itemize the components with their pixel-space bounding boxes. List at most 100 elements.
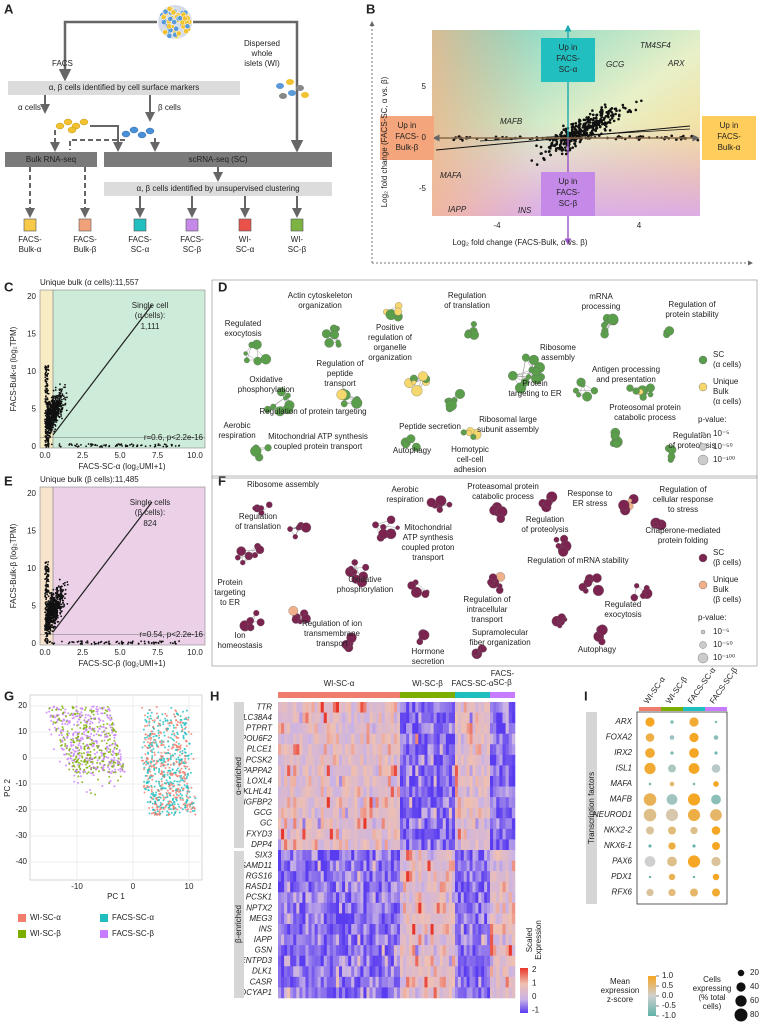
term-label: catabolic process — [472, 492, 534, 501]
heat-cell — [388, 818, 391, 829]
network-node — [266, 502, 272, 508]
network-node — [508, 371, 517, 380]
pca-dot — [175, 749, 177, 751]
network-node — [419, 630, 429, 640]
pca-dot — [106, 723, 108, 725]
scatter-dot — [144, 643, 146, 645]
scatter-dot — [587, 120, 590, 123]
pca-dot — [170, 755, 172, 757]
tick-label: 10.0 — [187, 648, 203, 657]
pca-dot — [105, 756, 107, 758]
scatter-dot — [115, 641, 117, 643]
network-node — [597, 625, 608, 636]
heat-cell — [370, 839, 373, 850]
scatter-dot — [91, 444, 93, 446]
heat-cell — [299, 702, 302, 713]
output-box — [24, 219, 36, 231]
scatter-dot — [63, 604, 65, 606]
pca-dot — [184, 804, 186, 806]
pca-dot — [79, 763, 81, 765]
pca-dot — [65, 716, 67, 718]
scatter-dot — [51, 600, 53, 602]
heat-cell — [284, 808, 287, 819]
network-node — [427, 498, 436, 507]
term-label: Regulation — [239, 512, 277, 521]
heat-cell — [366, 776, 369, 787]
pca-dot — [89, 723, 91, 725]
heat-cell — [287, 797, 290, 808]
pca-dot — [117, 762, 119, 764]
pca-dot — [194, 808, 196, 810]
pca-dot — [186, 783, 188, 785]
pca-dot — [81, 733, 83, 735]
pca-dot — [50, 720, 52, 722]
pca-dot — [75, 756, 77, 758]
output-box — [134, 219, 146, 231]
heat-cell — [330, 744, 333, 755]
heat-cell — [354, 734, 357, 745]
tick-label: 7.5 — [152, 451, 164, 460]
pca-dot — [58, 709, 60, 711]
network-node — [247, 617, 254, 624]
heat-cell — [360, 702, 363, 713]
pca-dot — [121, 768, 123, 770]
pca-dot — [103, 757, 105, 759]
network-node — [348, 566, 353, 571]
label: Log₂ fold change (FACS-SC, α vs. β) — [380, 76, 389, 207]
pca-dot — [111, 744, 113, 746]
pca-dot — [120, 753, 122, 755]
scatter-dot — [80, 444, 82, 446]
scatter-dot — [595, 127, 598, 130]
term-label: Aerobic — [391, 485, 418, 494]
pca-dot — [174, 716, 176, 718]
heat-cell — [278, 787, 281, 798]
tick-label: 15 — [27, 330, 36, 339]
scatter-dot — [60, 413, 62, 415]
label: SC — [713, 548, 724, 557]
pca-dot — [101, 726, 103, 728]
scatter-dot — [61, 603, 63, 605]
heat-cell — [330, 713, 333, 724]
heat-cell — [354, 723, 357, 734]
heat-cell — [299, 744, 302, 755]
pca-dot — [150, 796, 152, 798]
heat-cell — [278, 839, 281, 850]
scatter-dot — [608, 110, 611, 113]
pca-dot — [154, 786, 156, 788]
pca-dot — [181, 753, 183, 755]
pca-dot — [168, 792, 170, 794]
pca-dot — [151, 758, 153, 760]
pca-dot — [168, 785, 170, 787]
pca-dot — [184, 807, 186, 809]
heat-cell — [357, 702, 360, 713]
pca-dot — [95, 756, 97, 758]
scatter-dot — [49, 618, 51, 620]
heat-cell — [287, 744, 290, 755]
heat-cell — [376, 839, 379, 850]
scatter-dot — [53, 619, 55, 621]
pca-dot — [170, 707, 172, 709]
pca-dot — [73, 732, 75, 734]
heat-cell — [312, 723, 315, 734]
pca-dot — [186, 745, 188, 747]
label: FACS- — [395, 132, 419, 141]
heat-cell — [394, 765, 397, 776]
heat-cell — [281, 734, 284, 745]
islet-cell — [171, 10, 176, 15]
heat-cell — [321, 797, 324, 808]
scatter-dot — [53, 603, 55, 605]
heat-cell — [342, 755, 345, 766]
tick-label: 0 — [23, 753, 28, 762]
heat-cell — [278, 850, 281, 861]
heat-cell — [397, 713, 400, 724]
term-label: protein stability — [665, 310, 718, 319]
scatter-dot — [50, 426, 52, 428]
scatter-dot — [57, 615, 59, 617]
pca-dot — [181, 768, 183, 770]
scatter-dot — [59, 383, 61, 385]
pca-dot — [97, 759, 99, 761]
term-label: Autophagy — [578, 645, 616, 654]
pca-dot — [62, 736, 64, 738]
scatter-dot — [53, 642, 55, 644]
pca-dot — [119, 763, 121, 765]
